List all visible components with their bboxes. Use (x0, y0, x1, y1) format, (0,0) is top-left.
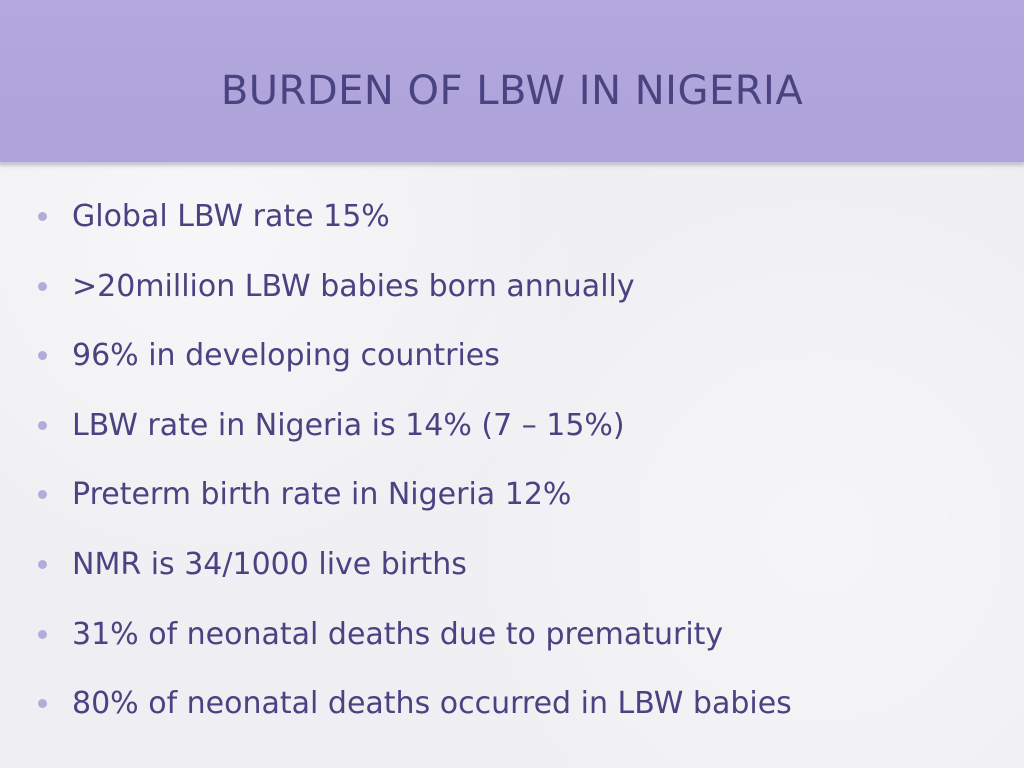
bullet-text: 31% of neonatal deaths due to prematurit… (72, 616, 724, 652)
bullet-text: 96% in developing countries (72, 338, 500, 374)
bullet-item: 80% of neonatal deaths occurred in LBW b… (0, 679, 1024, 749)
bullet-item: 96% in developing countries (0, 331, 1024, 401)
bullet-dot-icon (38, 559, 47, 569)
bullet-dot-icon (38, 629, 47, 639)
bullet-dot-icon (38, 490, 47, 500)
bullet-dot-icon (38, 420, 47, 430)
bullet-item: LBW rate in Nigeria is 14% (7 – 15%) (0, 401, 1024, 471)
bullet-dot-icon (38, 281, 47, 291)
bullet-text: 80% of neonatal deaths occurred in LBW b… (72, 686, 792, 722)
bullet-text: Global LBW rate 15% (72, 199, 390, 234)
bullet-text: >20million LBW babies born annually (72, 268, 635, 304)
bullet-dot-icon (38, 351, 47, 361)
bullet-item: Preterm birth rate in Nigeria 12% (0, 470, 1024, 540)
bullet-dot-icon (38, 212, 47, 221)
bullet-item: >20million LBW babies born annually (0, 262, 1024, 332)
slide-title: BURDEN OF LBW IN NIGERIA (220, 68, 804, 114)
bullet-item: NMR is 34/1000 live births (0, 540, 1024, 610)
bullet-text: Preterm birth rate in Nigeria 12% (72, 477, 572, 513)
bullet-dot-icon (38, 699, 47, 709)
bullet-text: LBW rate in Nigeria is 14% (7 – 15%) (72, 407, 625, 443)
title-band: BURDEN OF LBW IN NIGERIA (0, 0, 1024, 166)
bullet-list: Global LBW rate 15% >20million LBW babie… (0, 192, 1024, 749)
bullet-item: 31% of neonatal deaths due to prematurit… (0, 610, 1024, 680)
bullet-text: NMR is 34/1000 live births (72, 546, 467, 582)
bullet-item: Global LBW rate 15% (0, 192, 1024, 262)
